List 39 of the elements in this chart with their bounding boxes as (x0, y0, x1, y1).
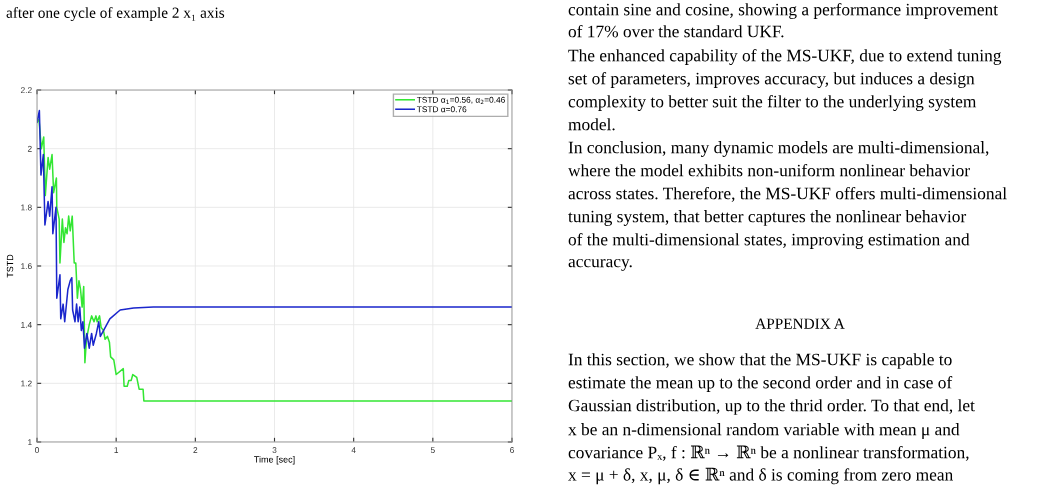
x-tick-label: 6 (510, 447, 514, 453)
text: after one cycle of example 2 x₁ axis (6, 6, 225, 22)
text: In conclusion, many dynamic models are multi-dimensional, (568, 141, 989, 157)
text: contain sine and cosine, showing a performance improvement (568, 3, 998, 19)
y-tick-label: 2 (27, 145, 32, 152)
x-tick-label: 2 (193, 447, 198, 453)
text: APPENDIX A (755, 318, 845, 329)
y-tick-label: 2.2 (20, 87, 32, 94)
y-tick-label: 1.6 (21, 263, 32, 270)
text: In this section, we show that the MS-UKF is capable to (568, 353, 952, 369)
text: covariance Pₓ, f : ℝⁿ → ℝⁿ be a nonlinear transformation, (568, 445, 969, 461)
x-tick-label: 0 (35, 447, 39, 453)
text: where the model exhibits non-uniform nonlinear behavior (568, 163, 970, 177)
y-tick-label: 1 (28, 439, 32, 446)
y-axis-title: TSTD (6, 254, 14, 278)
legend-label: TSTD α$_{1}$=0.56, α$_{2}$=0.46 (416, 96, 505, 105)
text: estimate the mean up to the second order and in case of (568, 376, 953, 392)
y-tick-label: 1.4 (21, 321, 32, 328)
text: across states. Therefore, the MS-UKF offers multi-dimensional (568, 186, 1007, 202)
text: of the multi-dimensional states, improving estimation and (568, 233, 970, 249)
text: set of parameters, improves accuracy, but induces a design (568, 72, 975, 88)
text: x be an n-dimensional random variable with mean μ and (568, 423, 960, 439)
text: model. (568, 118, 615, 131)
line-series (37, 118, 512, 402)
text: complexity to better suit the filter to the underlying system (568, 95, 977, 111)
text: tuning system, that better captures the nonlinear behavior (568, 210, 967, 226)
x-tick-label: 3 (272, 447, 277, 453)
y-tick-label: 1.8 (21, 204, 32, 211)
x-tick-label: 5 (430, 447, 435, 453)
text: The enhanced capability of the MS-UKF, due to extend tuning (568, 49, 1002, 65)
x-axis-title: Time [sec] (254, 456, 295, 465)
text: Gaussian distribution, up to the thrid order. To that end, let (568, 399, 975, 415)
x-tick-label: 1 (114, 447, 119, 453)
y-tick-label: 1.2 (21, 380, 32, 387)
text: x = μ + δ, x, μ, δ ∈ ℝⁿ and δ is coming from zero mean (568, 467, 953, 485)
text: of 17% over the standard UKF. (568, 24, 784, 38)
x-tick-label: 4 (351, 447, 356, 453)
legend-label: TSTD α=0.76 (416, 106, 467, 113)
text: accuracy. (568, 258, 632, 271)
